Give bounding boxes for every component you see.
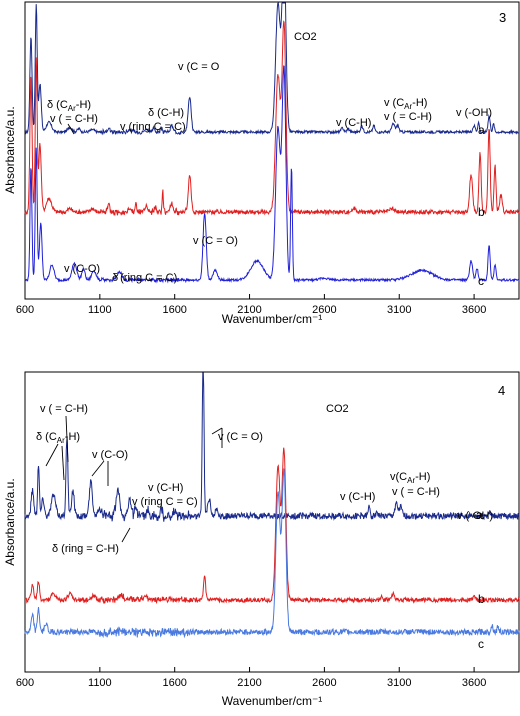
panel-3-x-tick-label: 3100 — [387, 304, 411, 316]
panel-3-annotation-ring-cc-c: δ (ring C = C) — [112, 272, 177, 284]
panel-3-frame — [24, 1, 520, 300]
panel-3-annotation-co-stretch: v (C-O) — [64, 263, 100, 275]
panel-4-arrow-4 — [91, 460, 105, 477]
panel-3-annotation-ring-cc-a: v (ring C = C) — [120, 121, 186, 133]
panel-4-series-label-c: c — [478, 637, 484, 651]
panel-4-annotation-ch-right: v (C-H) — [340, 491, 375, 503]
panel-4-annotation-ch: v (C-H) — [148, 482, 183, 494]
panel-4: 4 600 1100 1600 2100 2600 3100 3600 Wavenumber… — [3, 371, 520, 708]
panel-4-x-tick-label: 600 — [16, 677, 34, 689]
panel-4-annotation-oh: v (-OH) — [457, 510, 493, 522]
panel-4-arrow-7 — [211, 427, 223, 435]
panel-3-annotation-ch-stretch-right: v ( = C-H) — [384, 111, 432, 123]
panel-3-annotation-co-c: v (C = O) — [193, 235, 238, 247]
panel-4-annotation-car-h-bend: δ (CAr-H) — [36, 431, 80, 445]
panel-4-arrow-2 — [45, 443, 59, 467]
panel-4-annotation-ch-stretch-left: v ( = C-H) — [40, 403, 88, 415]
panel-4-annotation-car-h: v(CAr-H) — [390, 471, 430, 485]
panel-4-number: 4 — [498, 383, 505, 398]
panel-4-annotation-ring-cc: v (ring C = C) — [132, 496, 198, 508]
panel-3-annotation-ch-stretch-left: v ( = C-H) — [50, 113, 98, 125]
panel-3-series-label-b: b — [478, 205, 485, 219]
panel-4-annotation-co: v (C = O) — [218, 431, 263, 443]
panel-4-series-a — [24, 372, 520, 522]
panel-4-annotation-ch-stretch-right: v ( = C-H) — [392, 486, 440, 498]
panel-3-number: 3 — [499, 10, 506, 25]
panel-3-annotation-co2: CO2 — [294, 31, 317, 43]
panel-4-x-tick-label: 3600 — [462, 677, 486, 689]
panel-4-x-tick-label: 1600 — [162, 677, 186, 689]
panel-3-series-label-a: a — [478, 123, 485, 137]
panel-3-x-tick-label: 1100 — [88, 304, 112, 316]
panel-4-annotation-co2: CO2 — [326, 403, 349, 415]
panel-3-x-tick-label: 2600 — [312, 304, 336, 316]
panel-3-x-tick-label: 2100 — [237, 304, 261, 316]
panel-4-series-label-a: a — [476, 508, 483, 522]
panel-4-x-tick-label: 2100 — [237, 677, 261, 689]
panel-3-series-a — [24, 2, 520, 136]
panel-3-x-tick-label: 600 — [16, 304, 34, 316]
panel-3-annotation-co-a: v (C = O — [178, 61, 220, 73]
panel-4-x-axis-label: Wavenumber/cm⁻¹ — [222, 694, 323, 708]
panel-4-x-tick-label: 1100 — [88, 677, 112, 689]
panel-4-annotation-co-stretch: v (C-O) — [92, 449, 128, 461]
panel-4-arrow-6 — [121, 527, 131, 543]
panel-3-annotation-ch-bend: δ (C-H) — [148, 107, 184, 119]
panel-3: 3 600 1100 1600 2100 2600 3100 3600 Wavenumber… — [3, 1, 520, 326]
panel-3-x-tick-label: 3600 — [462, 304, 486, 316]
panel-4-series-c — [24, 468, 520, 639]
panel-4-arrow-1 — [65, 415, 69, 463]
panel-3-series-c — [24, 65, 520, 284]
panel-3-annotation-car-h: v (CAr-H) — [384, 97, 427, 111]
panel-4-x-tick-label: 2600 — [312, 677, 336, 689]
panel-3-annotation-oh: v (-OH) — [456, 107, 492, 119]
panel-3-x-axis-label: Wavenumber/cm⁻¹ — [222, 312, 323, 326]
panel-3-annotation-car-h-bend: δ (CAr-H) — [47, 99, 91, 113]
panel-4-x-tick-label: 3100 — [387, 677, 411, 689]
panel-4-series-label-b: b — [478, 592, 485, 606]
panel-3-arrow — [67, 123, 75, 135]
panel-4-frame — [24, 371, 520, 673]
panel-4-arrow-3 — [61, 445, 65, 481]
panel-3-y-axis-label: Absorbance/a.u. — [3, 106, 17, 193]
panel-4-y-axis-label: Absorbance/a.u. — [3, 478, 17, 565]
panel-4-annotation-ring-ch-bend: δ (ring = C-H) — [52, 543, 119, 555]
panel-3-x-tick-label: 1600 — [162, 304, 186, 316]
panel-4-series-b — [24, 447, 520, 605]
panel-3-series-b — [24, 20, 520, 217]
panel-3-annotation-ch: v (C-H) — [336, 117, 371, 129]
panel-3-series-label-c: c — [478, 274, 484, 288]
